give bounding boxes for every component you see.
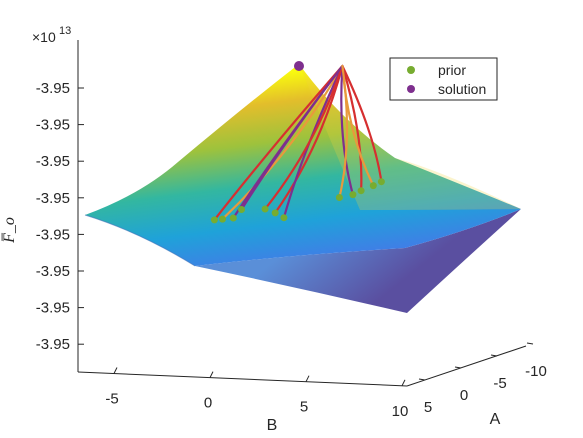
z-tick-label: -3.95	[36, 336, 70, 353]
z-tick-labels: -3.95 -3.95 -3.95 -3.95 -3.95 -3.95 -3.95 -3.95	[36, 80, 70, 353]
prior-marker	[357, 187, 365, 195]
prior-markers	[210, 178, 385, 224]
b-tick-marks	[113, 367, 406, 387]
trajectory-line	[264, 64, 344, 211]
z-exponent-power: 13	[59, 25, 71, 37]
surface-underside	[195, 209, 521, 313]
trajectory-line	[240, 64, 344, 211]
z-exponent-base: ×10	[32, 29, 56, 45]
surface-edge-left	[84, 214, 196, 267]
b-tick-labels: -5 0 5 10	[105, 391, 408, 420]
z-tick-label: -3.95	[36, 263, 70, 280]
trajectory-line	[340, 64, 354, 196]
prior-marker	[261, 205, 269, 213]
z-tick-label: -3.95	[36, 117, 70, 134]
prior-marker	[229, 214, 237, 222]
solution-marker	[294, 61, 304, 71]
z-tick-marks	[78, 87, 84, 345]
prior-marker	[280, 214, 288, 222]
prior-marker	[349, 191, 357, 199]
trajectory-line	[341, 64, 363, 192]
b-tick-label: 10	[392, 403, 409, 420]
b-axis-line	[77, 371, 408, 387]
legend-prior-marker	[407, 66, 415, 74]
prior-marker	[210, 216, 218, 224]
a-axis-label: A	[490, 411, 501, 428]
z-tick-label: -3.95	[36, 226, 70, 243]
a-tick-label: 5	[424, 399, 432, 416]
b-tick-label: 5	[300, 399, 308, 416]
prior-marker	[369, 182, 377, 190]
trajectory-line	[221, 64, 344, 221]
b-tick-mark	[209, 371, 214, 378]
trajectories	[213, 64, 383, 221]
z-tick-label: -3.95	[36, 80, 70, 97]
b-tick-mark	[305, 375, 310, 382]
a-tick-label: 0	[460, 387, 468, 404]
legend: prior solution	[389, 57, 498, 101]
a-tick-mark	[454, 366, 462, 369]
a-axis-line	[406, 345, 527, 387]
z-axis-label: F̅_o	[1, 217, 18, 244]
b-tick-label: -5	[105, 391, 118, 408]
prior-marker	[335, 194, 343, 201]
a-tick-label: -5	[493, 375, 506, 392]
prior-marker	[238, 206, 245, 213]
trajectory-line	[341, 64, 383, 183]
a-tick-labels: 5 0 -5 -10	[424, 363, 547, 416]
b-axis-label: B	[267, 417, 278, 434]
prior-marker	[271, 209, 279, 217]
trajectory-line	[274, 64, 344, 214]
surface	[84, 64, 521, 313]
trajectory-line	[213, 64, 344, 221]
a-tick-marks	[418, 342, 534, 381]
z-tick-label: -3.95	[36, 190, 70, 207]
a-tick-mark	[526, 342, 534, 345]
legend-solution-label: solution	[438, 81, 486, 97]
a-tick-label: -10	[525, 363, 547, 380]
surface-ridge-shade	[299, 64, 521, 210]
legend-box	[389, 57, 498, 101]
legend-solution-marker	[407, 85, 415, 93]
b-tick-label: 0	[204, 395, 212, 412]
trajectory-line	[338, 64, 349, 199]
z-tick-label: -3.95	[36, 153, 70, 170]
a-tick-mark	[490, 354, 498, 357]
b-tick-mark	[113, 367, 118, 374]
legend-prior-label: prior	[438, 62, 466, 78]
prior-marker	[219, 215, 226, 223]
prior-marker	[377, 178, 385, 186]
axes-lines	[77, 40, 527, 387]
b-tick-mark	[401, 379, 406, 387]
a-tick-mark	[418, 378, 426, 381]
z-tick-label: -3.95	[36, 300, 70, 317]
